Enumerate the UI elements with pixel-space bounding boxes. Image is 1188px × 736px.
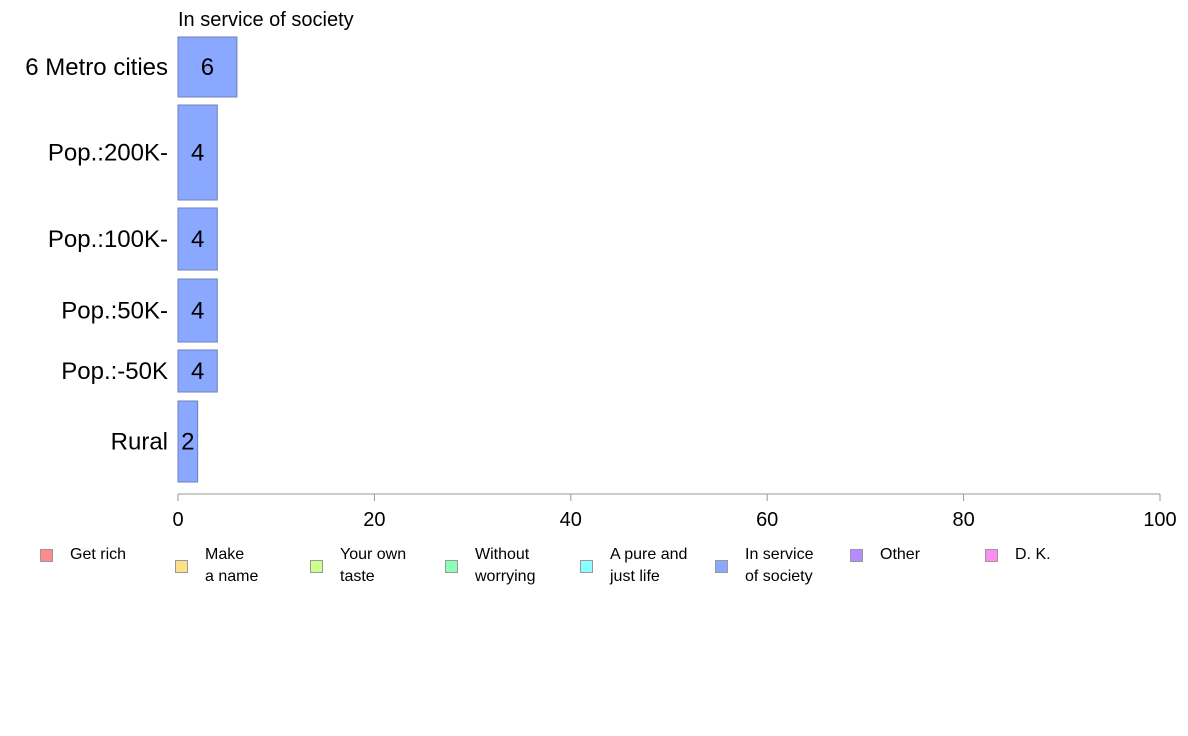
x-tick-label: 40 <box>560 509 582 531</box>
legend-label: In service of society <box>745 546 814 585</box>
x-axis: 0 20 40 60 80 100 <box>172 493 1177 531</box>
bar-value-label: 6 <box>201 54 214 81</box>
legend-label: Get rich <box>70 546 127 563</box>
legend-label: A pure and just life <box>610 546 688 585</box>
x-tick-label: 0 <box>172 509 183 531</box>
legend-item: Make a name <box>175 544 258 588</box>
legend-label: Make a name <box>205 546 259 585</box>
legend-item: D. K. <box>985 544 1051 566</box>
legend-item: Other <box>850 544 920 566</box>
legend-label: Without worrying <box>475 546 536 585</box>
legend-item: A pure and just life <box>580 544 687 588</box>
legend-label: Your own taste <box>340 546 407 585</box>
legend-swatch <box>445 559 458 573</box>
legend-label: Other <box>880 546 921 563</box>
bar <box>177 36 238 98</box>
legend-label: D. K. <box>1015 546 1051 563</box>
bar-chart: In service of society 6 6 Metro cities 4 Po… <box>25 9 1177 531</box>
legend-swatch <box>850 548 863 562</box>
category-label: Pop.:200K- <box>48 140 168 167</box>
bar-value-label: 4 <box>191 358 204 385</box>
bar <box>177 104 218 201</box>
chart-title: In service of society <box>178 9 354 31</box>
legend-swatch <box>310 559 323 573</box>
bar-value-label: 4 <box>191 226 204 253</box>
category-label: Pop.:-50K <box>61 358 168 385</box>
category-label: Pop.:50K- <box>61 298 168 325</box>
category-label: Pop.:100K- <box>48 226 168 253</box>
bar-value-label: 2 <box>181 429 194 456</box>
bars-group: 6 6 Metro cities 4 Pop.:200K- 4 Pop.:100K- 4 Po… <box>25 36 238 483</box>
legend-swatch <box>175 559 188 573</box>
category-label: 6 Metro cities <box>25 54 168 81</box>
legend-item: Without worrying <box>445 544 535 588</box>
legend-swatch <box>715 559 728 573</box>
x-tick-label: 100 <box>1143 509 1176 531</box>
bar <box>177 400 199 483</box>
bar <box>177 207 218 271</box>
x-tick-label: 80 <box>952 509 974 531</box>
legend: Get rich Make a name Your own taste Without… <box>0 540 1188 600</box>
legend-item: In service of society <box>715 544 813 588</box>
bar-value-label: 4 <box>191 140 204 167</box>
legend-swatch <box>580 559 593 573</box>
category-label: Rural <box>111 429 168 456</box>
x-tick-label: 20 <box>363 509 385 531</box>
legend-item: Your own taste <box>310 544 406 588</box>
bar <box>177 278 218 343</box>
x-tick-label: 60 <box>756 509 778 531</box>
legend-swatch <box>40 548 53 562</box>
bar <box>177 349 218 393</box>
legend-item: Get rich <box>40 544 126 566</box>
bar-value-label: 4 <box>191 298 204 325</box>
legend-swatch <box>985 548 998 562</box>
